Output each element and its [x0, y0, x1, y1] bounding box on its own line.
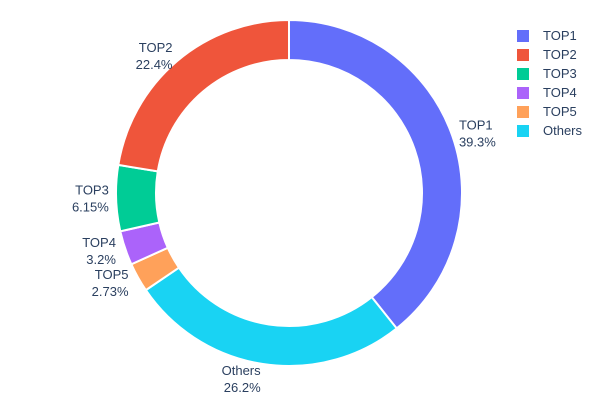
slice-label-top4-pct: 3.2% [86, 252, 116, 267]
legend-item-label: TOP3 [543, 66, 577, 81]
legend-item-top1[interactable]: TOP1 [517, 26, 582, 45]
legend-swatch-others [517, 124, 529, 137]
pie-slice-top2[interactable] [117, 18, 290, 173]
legend-item-label: TOP5 [543, 104, 577, 119]
legend-swatch-top4 [517, 86, 529, 99]
slice-label-top4-name: TOP4 [82, 235, 116, 250]
slice-label-top3-name: TOP3 [75, 182, 109, 197]
legend-item-label: Others [543, 123, 583, 138]
pie-slice-top1[interactable] [288, 18, 463, 330]
pie-slice-top3[interactable] [115, 163, 161, 233]
legend-swatch-top2 [517, 48, 529, 61]
legend-swatch-top1 [517, 29, 529, 42]
legend-swatch-top5 [517, 105, 529, 118]
legend-swatch-top3 [517, 67, 529, 80]
slice-label-top2-pct: 22.4% [136, 57, 173, 72]
legend-item-top5[interactable]: TOP5 [517, 102, 582, 121]
slice-label-others-name: Others [222, 363, 262, 378]
legend-item-top4[interactable]: TOP4 [517, 83, 582, 102]
slice-label-top5-pct: 2.73% [92, 284, 129, 299]
legend-item-others[interactable]: Others [517, 121, 582, 140]
legend: TOP1 TOP2 TOP3 TOP4 TOP5 Others [517, 26, 582, 140]
legend-item-label: TOP4 [543, 85, 577, 100]
slice-label-top1-name: TOP1 [459, 118, 493, 133]
legend-item-top3[interactable]: TOP3 [517, 64, 582, 83]
slice-label-top3-pct: 6.15% [72, 199, 109, 214]
legend-item-top2[interactable]: TOP2 [517, 45, 582, 64]
legend-item-label: TOP1 [543, 28, 577, 43]
slice-label-top2-name: TOP2 [139, 40, 173, 55]
slice-label-others-pct: 26.2% [224, 380, 261, 395]
legend-item-label: TOP2 [543, 47, 577, 62]
slice-label-top1-pct: 39.3% [459, 135, 496, 150]
pie-slice-others[interactable] [144, 266, 399, 367]
slice-label-top5-name: TOP5 [95, 267, 129, 282]
